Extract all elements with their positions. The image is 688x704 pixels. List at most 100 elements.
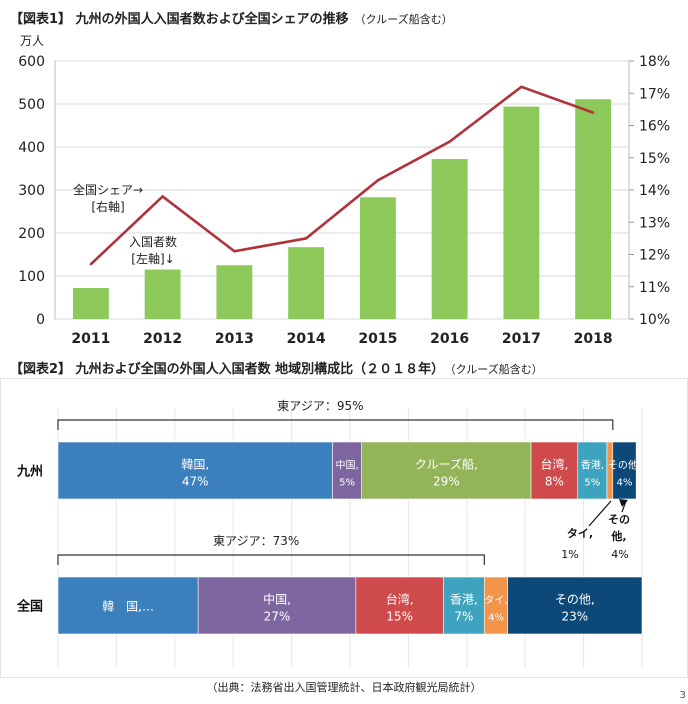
segment-label: 韓国,	[181, 458, 209, 472]
segment-label: 台湾,	[386, 592, 414, 607]
segment-pct: 47%	[182, 475, 209, 489]
x-tick-label: 2015	[358, 331, 397, 347]
segment-label: その他,	[555, 593, 595, 607]
callout-thai-pct: 1%	[561, 548, 578, 561]
segment-pct: 5%	[339, 478, 355, 489]
bracket	[57, 419, 614, 430]
bracket	[57, 554, 485, 565]
segment-pct: 4%	[488, 613, 504, 624]
share-point	[520, 85, 523, 89]
y-tick-label: 200	[18, 226, 45, 242]
share-point	[161, 195, 164, 198]
segment-label: クルーズ船,	[415, 457, 478, 472]
y-tick-label: 400	[18, 140, 45, 156]
segment	[355, 576, 444, 635]
segment-pct: 7%	[454, 610, 473, 624]
bar	[431, 159, 468, 319]
bar	[359, 197, 396, 319]
y2-tick-label: 16%	[639, 119, 670, 135]
source-note: （出典：法務省出入国管理統計、日本政府観光局統計）	[206, 681, 482, 694]
segment-label: タイ,	[484, 595, 507, 607]
chart1-y-unit: 万人	[20, 34, 45, 48]
bar	[216, 265, 253, 319]
bar	[72, 288, 109, 319]
y-tick-label: 100	[18, 269, 45, 285]
chart1-title-text: 【図表1】 九州の外国人入国者数および全国シェアの推移	[10, 12, 349, 27]
bar	[288, 247, 325, 319]
annotation-share-2: [右軸]	[91, 199, 124, 214]
share-point	[89, 262, 93, 266]
segment	[443, 576, 485, 635]
chart2-title-text: 【図表2】 九州および全国の外国人入国者数 地域別構成比（２０１８年）	[10, 362, 445, 377]
segment	[57, 441, 333, 500]
segment-label: その他,	[608, 459, 641, 472]
y2-tick-label: 14%	[639, 183, 670, 199]
x-tick-label: 2012	[143, 331, 182, 347]
y2-tick-label: 18%	[639, 54, 670, 70]
annotation-share-1: 全国シェア→	[73, 182, 143, 197]
segment-pct: 23%	[562, 610, 589, 624]
share-point	[448, 140, 451, 143]
segment	[577, 441, 608, 500]
segment-pct: 27%	[264, 610, 291, 624]
callout-line-thai	[588, 500, 612, 527]
segment	[507, 576, 643, 635]
callout-other-label: その	[608, 513, 630, 526]
callout-other-pct: 4%	[611, 548, 628, 561]
segment	[361, 441, 532, 500]
y2-tick-label: 11%	[639, 280, 670, 296]
bracket-label: 東アジア：95%	[277, 399, 363, 413]
y2-tick-label: 17%	[639, 86, 670, 102]
x-tick-label: 2013	[215, 331, 254, 347]
segment-pct: 15%	[386, 610, 413, 624]
annotation-count-1: 入国者数	[129, 234, 177, 249]
bar	[503, 106, 540, 319]
chart2-title-note: （クルーズ船含む）	[450, 363, 543, 376]
chart2-title: 【図表2】 九州および全国の外国人入国者数 地域別構成比（２０１８年） （クルーズ…	[10, 358, 543, 377]
segment	[530, 441, 579, 500]
y-tick-label: 300	[18, 183, 45, 199]
segment-pct: 8%	[545, 475, 564, 489]
segment-label: 香港,	[581, 460, 604, 472]
segment-label: 台湾,	[540, 457, 568, 472]
page-number: 3	[679, 690, 686, 701]
segment-label: 中国,	[335, 459, 358, 472]
segment	[197, 576, 357, 635]
x-tick-label: 2011	[71, 331, 110, 347]
x-tick-label: 2014	[287, 331, 326, 347]
bar	[575, 99, 612, 320]
y2-tick-label: 13%	[639, 215, 670, 231]
share-point	[376, 179, 380, 182]
segment-pct: 4%	[617, 478, 633, 489]
row-label: 全国	[16, 599, 43, 615]
x-tick-label: 2017	[502, 331, 541, 347]
x-tick-label: 2016	[430, 331, 469, 347]
y-tick-label: 500	[18, 97, 45, 113]
segment-pct: 5%	[584, 478, 600, 489]
y2-tick-label: 10%	[639, 312, 670, 328]
segment-pct: 29%	[433, 475, 460, 489]
share-point	[591, 111, 595, 114]
segment-label: 韓 国,…	[102, 600, 154, 614]
segment-label: 中国,	[263, 592, 291, 607]
x-tick-label: 2018	[574, 331, 613, 347]
y-tick-label: 600	[18, 54, 45, 70]
y-tick-label: 0	[36, 312, 45, 328]
segment	[332, 441, 362, 500]
callout-other-label2: 他,	[610, 529, 626, 543]
y2-tick-label: 12%	[639, 248, 670, 264]
callout-thai-label: タイ,	[567, 527, 593, 540]
segment	[57, 576, 199, 635]
share-line	[89, 85, 594, 266]
chart1-svg: 0 100 200 300 400 500 600 10% 11% 12% 13% 14% 15% 16%…	[18, 54, 670, 347]
chart1-title: 【図表1】 九州の外国人入国者数および全国シェアの推移 （クルーズ船含む）	[10, 8, 453, 27]
share-point	[233, 250, 236, 253]
bracket-label: 東アジア：73%	[213, 534, 299, 548]
segment-label: 香港,	[450, 593, 478, 607]
chart1-title-note: （クルーズ船含む）	[354, 13, 453, 26]
chart2-svg: 九州 東アジア：95% 韓国, 47% 中国, 5% クルーズ船, 29% 台湾, 8% 香港, 5%…	[0, 378, 688, 678]
row-label: 九州	[16, 465, 43, 480]
segment	[612, 441, 637, 500]
y2-tick-label: 15%	[639, 151, 670, 167]
bar	[144, 269, 181, 319]
